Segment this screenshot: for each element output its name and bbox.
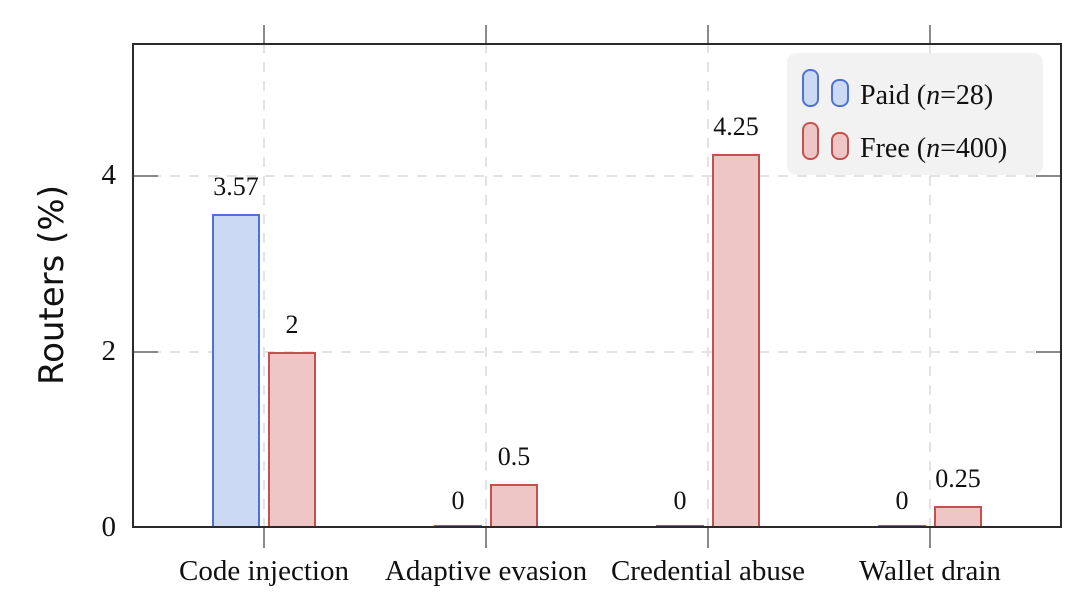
bar-paid [212,214,260,528]
horizontal-gridline [132,351,1062,353]
value-label: 0 [895,485,909,515]
x-tick-bottom [485,528,487,548]
legend-row: Free (n=400) [802,121,1043,164]
plot-area: 3.57 0 0 0 2 0.5 4.25 0.25 [132,43,1062,528]
x-tick-bottom [263,528,265,548]
y-tick-right [1036,351,1062,353]
value-label: 3.57 [213,171,259,201]
x-tick-top [929,25,931,43]
x-tick-top [485,25,487,43]
bar-free [490,484,538,528]
category-label: Credential abuse [610,555,806,587]
bar-paid-zero [656,525,704,528]
value-label: 0.25 [935,463,981,493]
legend-pill-small [831,131,849,160]
horizontal-gridline [132,175,1062,177]
y-tick-label: 4 [101,159,117,192]
value-label: 0 [673,485,687,515]
y-tick-left [132,351,158,353]
bar-free [934,506,982,528]
legend-label: Free (n=400) [860,132,1008,164]
value-label: 0 [451,485,465,515]
y-tick-right [1036,175,1062,177]
vertical-gridline [707,43,709,528]
bar-free [268,352,316,528]
y-tick-left [132,175,158,177]
y-tick-label: 2 [101,335,117,368]
category-label: Code injection [179,555,349,587]
vertical-gridline [263,43,265,528]
legend-row: Paid (n=28) [802,68,1043,111]
bar-free [712,154,760,528]
legend-pill-small [831,78,849,107]
bar-paid-zero [434,525,482,528]
y-tick-label: 0 [101,511,117,544]
vertical-gridline [929,43,931,528]
x-tick-top [263,25,265,43]
x-tick-bottom [929,528,931,548]
category-label: Wallet drain [859,555,1001,587]
value-label: 4.25 [713,111,759,141]
value-label: 2 [285,309,299,339]
value-label: 0.5 [497,441,531,471]
x-tick-top [707,25,709,43]
legend-pill-large [802,121,819,160]
x-tick-bottom [707,528,709,548]
legend-label: Paid (n=28) [860,79,994,111]
vertical-gridline [485,43,487,528]
legend-pill-large [802,68,819,107]
bar-paid-zero [878,525,926,528]
category-label: Adaptive evasion [384,555,588,587]
legend: Paid (n=28) Free (n=400) [787,53,1043,175]
